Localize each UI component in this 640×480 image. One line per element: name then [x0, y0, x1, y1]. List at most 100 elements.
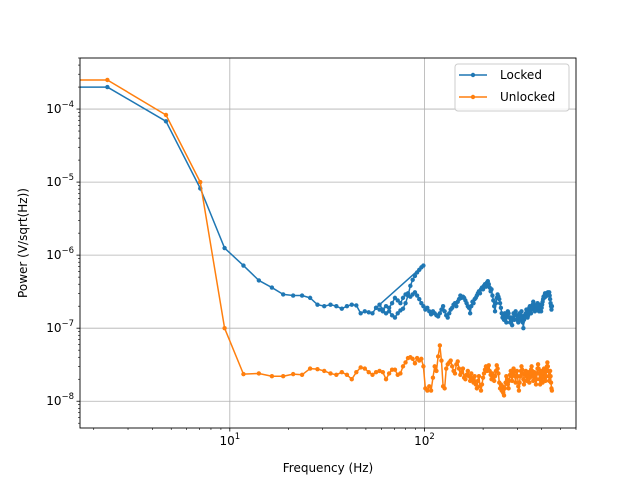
- data-point-locked: [414, 293, 420, 298]
- data-point-unlocked: [307, 366, 313, 371]
- data-point-locked: [439, 307, 444, 312]
- series-locked: [80, 84, 555, 331]
- data-point-locked: [398, 300, 403, 306]
- data-point-locked: [506, 311, 511, 316]
- data-point-unlocked: [222, 325, 227, 331]
- data-point-unlocked: [328, 371, 333, 376]
- data-point-locked: [504, 320, 509, 325]
- data-point-unlocked: [439, 358, 444, 363]
- data-point-unlocked: [377, 368, 382, 374]
- data-point-locked: [366, 310, 371, 315]
- data-point-unlocked: [548, 380, 554, 385]
- data-point-unlocked: [455, 359, 460, 364]
- data-point-locked: [354, 303, 359, 308]
- data-point-locked: [392, 315, 398, 320]
- data-point-locked: [490, 293, 495, 298]
- data-point-locked: [373, 305, 379, 311]
- data-point-unlocked: [492, 374, 498, 379]
- data-point-unlocked: [536, 366, 541, 371]
- data-point-unlocked: [549, 388, 555, 393]
- data-point-locked: [483, 284, 489, 289]
- data-point-unlocked: [380, 369, 386, 375]
- data-point-locked: [425, 305, 430, 311]
- data-point-unlocked: [480, 375, 486, 380]
- data-point-locked: [299, 293, 305, 298]
- data-point-locked: [421, 304, 426, 309]
- x-tick-label: 101: [219, 432, 240, 448]
- data-point-locked: [105, 84, 110, 90]
- data-point-unlocked: [400, 364, 406, 369]
- data-point-locked: [370, 311, 375, 316]
- data-point-unlocked: [460, 366, 466, 371]
- data-point-unlocked: [370, 372, 375, 378]
- data-point-unlocked: [496, 371, 501, 376]
- data-point-unlocked: [547, 368, 553, 374]
- data-point-locked: [400, 306, 406, 311]
- data-point-unlocked: [432, 364, 437, 369]
- data-point-unlocked: [425, 388, 430, 393]
- data-point-unlocked: [256, 371, 262, 376]
- data-point-locked: [403, 300, 408, 306]
- data-point-unlocked: [543, 378, 548, 384]
- data-point-locked: [471, 300, 476, 306]
- data-point-unlocked: [322, 368, 327, 374]
- data-point-locked: [547, 293, 552, 298]
- data-point-unlocked: [456, 366, 462, 371]
- data-point-unlocked: [521, 382, 527, 387]
- data-point-locked: [497, 296, 502, 302]
- legend-marker-locked: [470, 72, 476, 78]
- data-point-unlocked: [373, 369, 379, 375]
- data-point-unlocked: [354, 369, 359, 375]
- data-point-unlocked: [434, 368, 439, 374]
- data-point-locked: [421, 263, 426, 268]
- data-point-locked: [386, 309, 392, 314]
- data-point-unlocked: [299, 372, 305, 378]
- data-point-locked: [410, 277, 415, 282]
- data-point-unlocked: [481, 371, 487, 376]
- data-point-unlocked: [501, 393, 507, 398]
- data-point-locked: [290, 293, 296, 298]
- data-point-unlocked: [448, 358, 453, 363]
- data-point-locked: [395, 298, 400, 303]
- series-layer: [80, 77, 555, 398]
- data-point-locked: [521, 325, 526, 331]
- data-point-locked: [344, 304, 350, 309]
- data-point-unlocked: [516, 388, 522, 393]
- data-point-locked: [400, 295, 406, 301]
- data-point-locked: [322, 304, 327, 309]
- data-point-unlocked: [517, 380, 522, 385]
- data-point-unlocked: [475, 378, 481, 384]
- data-point-unlocked: [511, 366, 516, 371]
- data-point-unlocked: [469, 371, 474, 376]
- data-point-unlocked: [386, 371, 392, 376]
- ticks: [76, 57, 577, 432]
- data-point-unlocked: [105, 77, 110, 83]
- data-point-locked: [358, 311, 363, 316]
- data-point-unlocked: [398, 371, 403, 376]
- data-point-unlocked: [535, 362, 541, 367]
- data-point-unlocked: [269, 374, 275, 379]
- data-point-unlocked: [505, 382, 511, 387]
- data-point-locked: [349, 302, 354, 307]
- data-point-unlocked: [502, 386, 508, 391]
- data-point-locked: [447, 311, 452, 316]
- data-point-locked: [334, 304, 339, 309]
- data-point-unlocked: [366, 369, 371, 375]
- data-point-unlocked: [473, 382, 478, 387]
- data-point-locked: [467, 311, 473, 316]
- data-point-locked: [492, 309, 498, 314]
- y-tick-label: 10−6: [46, 246, 74, 262]
- series-unlocked: [80, 77, 555, 398]
- data-point-locked: [547, 290, 552, 295]
- y-tick-label: 10−5: [46, 173, 74, 189]
- plot-frame: [79, 57, 577, 429]
- data-point-locked: [339, 306, 344, 311]
- data-point-unlocked: [465, 368, 471, 374]
- legend-label-locked: Locked: [500, 68, 542, 82]
- data-point-locked: [377, 307, 382, 312]
- data-point-unlocked: [548, 374, 553, 379]
- data-point-unlocked: [506, 386, 511, 391]
- data-point-locked: [392, 295, 398, 301]
- data-point-locked: [307, 295, 313, 301]
- data-point-unlocked: [421, 364, 426, 369]
